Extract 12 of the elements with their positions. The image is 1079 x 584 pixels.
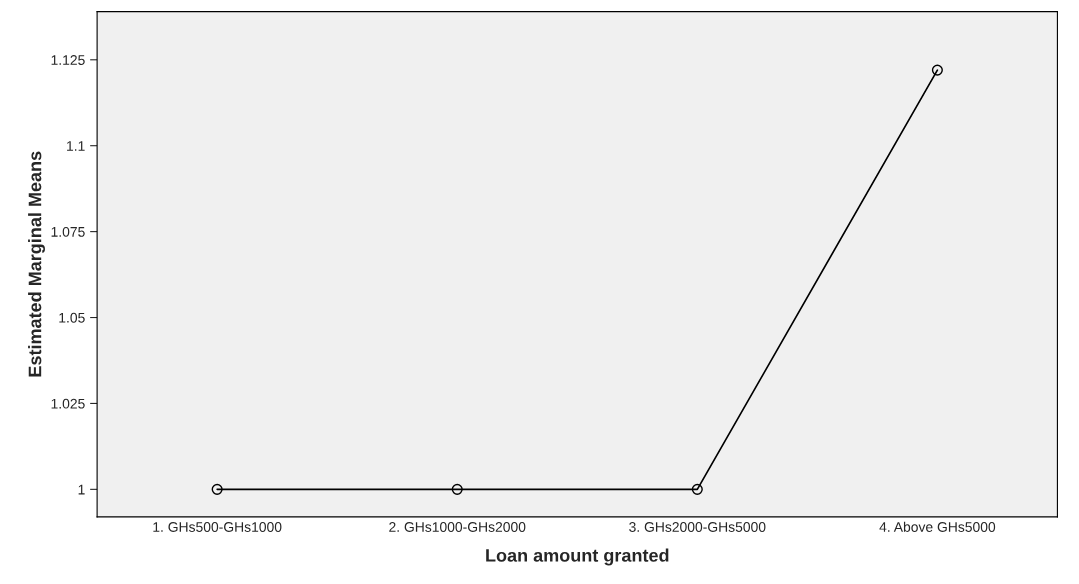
y-tick-label: 1 xyxy=(78,484,85,495)
x-tick-label: 3. GHs2000-GHs5000 xyxy=(629,522,766,532)
x-axis-title: Loan amount granted xyxy=(486,548,669,566)
x-tick-label: 4. Above GHs5000 xyxy=(879,521,996,532)
y-axis-title: Estimated Marginal Means xyxy=(28,151,45,377)
y-tick-label: 1.025 xyxy=(51,398,85,409)
x-tick-label: 1. GHs500-GHs1000 xyxy=(153,522,282,532)
y-tick-label: 1.05 xyxy=(59,312,85,323)
y-tick-label: 1.075 xyxy=(51,226,85,237)
y-tick-label: 1.1 xyxy=(67,141,85,151)
y-tick-label: 1.125 xyxy=(51,55,85,65)
x-tick-label: 2. GHs1000-GHs2000 xyxy=(389,522,526,532)
